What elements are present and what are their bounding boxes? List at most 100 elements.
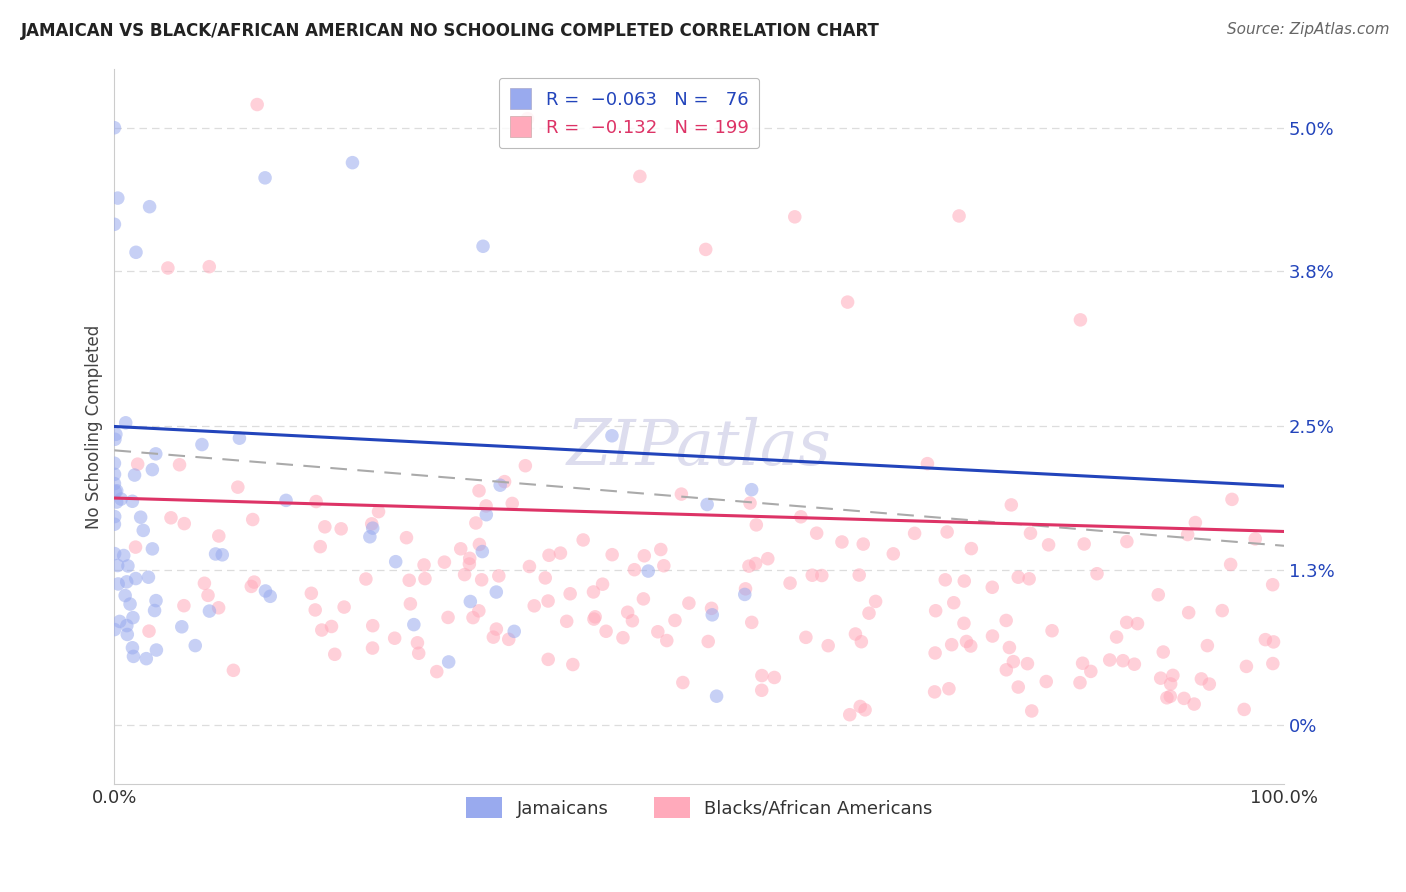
Point: [1173, 691, 1195, 706]
Point: [616, 605, 638, 619]
Point: [882, 547, 904, 561]
Point: [103, 120, 125, 135]
Point: [117, 558, 139, 573]
Point: [485, 622, 508, 636]
Point: [1189, 672, 1212, 686]
Point: [125, 245, 148, 260]
Point: [853, 703, 876, 717]
Point: [112, 549, 135, 563]
Point: [103, 456, 125, 470]
Point: [1160, 677, 1182, 691]
Point: [141, 541, 163, 556]
Point: [1018, 572, 1040, 586]
Point: [695, 243, 717, 257]
Point: [121, 640, 143, 655]
Point: [516, 112, 538, 126]
Point: [103, 467, 125, 482]
Point: [458, 551, 481, 566]
Point: [468, 604, 491, 618]
Point: [1040, 624, 1063, 638]
Point: [354, 572, 377, 586]
Point: [763, 671, 786, 685]
Point: [790, 509, 813, 524]
Point: [198, 260, 221, 274]
Point: [998, 640, 1021, 655]
Point: [242, 512, 264, 526]
Point: [198, 604, 221, 618]
Point: [655, 633, 678, 648]
Point: [1021, 704, 1043, 718]
Point: [138, 200, 160, 214]
Point: [460, 594, 482, 608]
Point: [1159, 690, 1181, 704]
Point: [108, 615, 131, 629]
Point: [600, 548, 623, 562]
Point: [461, 610, 484, 624]
Point: [103, 217, 125, 231]
Point: [207, 600, 229, 615]
Point: [995, 663, 1018, 677]
Point: [254, 584, 277, 599]
Point: [1123, 657, 1146, 672]
Text: ZIPatlas: ZIPatlas: [567, 417, 831, 479]
Point: [806, 526, 828, 541]
Point: [173, 599, 195, 613]
Legend: Jamaicans, Blacks/African Americans: Jamaicans, Blacks/African Americans: [458, 790, 939, 825]
Point: [121, 494, 143, 508]
Point: [664, 614, 686, 628]
Point: [953, 616, 976, 631]
Point: [515, 458, 537, 473]
Point: [537, 549, 560, 563]
Point: [1261, 578, 1284, 592]
Point: [844, 627, 866, 641]
Point: [1002, 655, 1025, 669]
Point: [959, 639, 981, 653]
Point: [173, 516, 195, 531]
Text: Source: ZipAtlas.com: Source: ZipAtlas.com: [1226, 22, 1389, 37]
Point: [104, 484, 127, 499]
Point: [697, 634, 720, 648]
Point: [1211, 604, 1233, 618]
Point: [402, 617, 425, 632]
Point: [104, 432, 127, 446]
Point: [360, 516, 382, 531]
Point: [924, 646, 946, 660]
Point: [924, 604, 946, 618]
Point: [981, 629, 1004, 643]
Point: [1007, 680, 1029, 694]
Point: [734, 582, 756, 596]
Point: [184, 639, 207, 653]
Point: [426, 665, 449, 679]
Point: [801, 568, 824, 582]
Point: [1219, 558, 1241, 572]
Point: [408, 646, 430, 660]
Point: [309, 540, 332, 554]
Point: [204, 547, 226, 561]
Point: [226, 480, 249, 494]
Text: JAMAICAN VS BLACK/AFRICAN AMERICAN NO SCHOOLING COMPLETED CORRELATION CHART: JAMAICAN VS BLACK/AFRICAN AMERICAN NO SC…: [21, 22, 880, 40]
Point: [124, 468, 146, 483]
Point: [482, 630, 505, 644]
Point: [650, 542, 672, 557]
Point: [1069, 313, 1091, 327]
Point: [488, 569, 510, 583]
Point: [1182, 697, 1205, 711]
Point: [936, 524, 959, 539]
Point: [1233, 702, 1256, 716]
Point: [652, 558, 675, 573]
Point: [1147, 588, 1170, 602]
Point: [274, 493, 297, 508]
Point: [170, 620, 193, 634]
Point: [127, 457, 149, 471]
Point: [156, 260, 179, 275]
Point: [555, 615, 578, 629]
Point: [1115, 534, 1137, 549]
Point: [471, 544, 494, 558]
Point: [995, 614, 1018, 628]
Point: [1115, 615, 1137, 630]
Point: [437, 610, 460, 624]
Point: [1152, 645, 1174, 659]
Point: [1177, 527, 1199, 541]
Point: [1261, 657, 1284, 671]
Point: [104, 427, 127, 442]
